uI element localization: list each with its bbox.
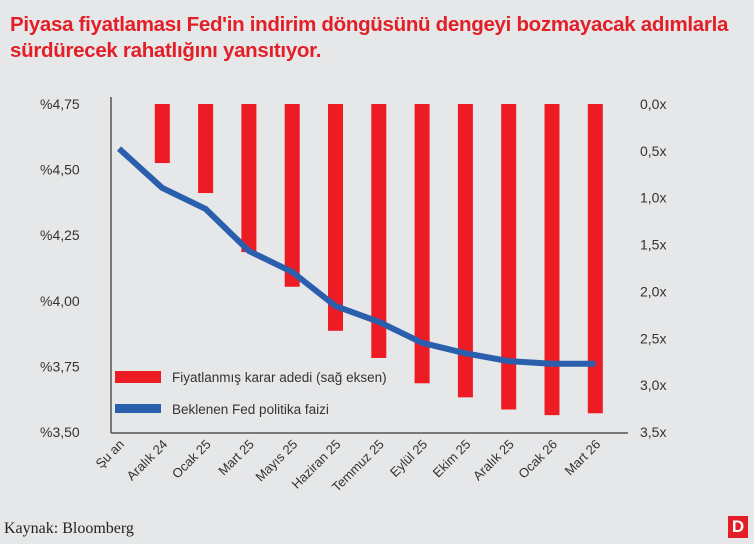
left-tick-label: %4,25 (40, 227, 80, 243)
x-tick-label: Ekim 25 (430, 437, 474, 481)
x-tick-label: Aralık 24 (124, 437, 171, 484)
bar-7 (414, 104, 430, 384)
right-tick-label: 1,0x (640, 190, 666, 206)
bar-11 (587, 104, 603, 414)
bar-5 (328, 104, 343, 331)
right-tick-label: 2,5x (640, 330, 666, 346)
right-tick-label: 3,0x (640, 377, 666, 393)
legend-swatch-line (115, 404, 161, 413)
bar-3 (241, 104, 257, 253)
legend-label-bars: Fiyatlanmış karar adedi (sağ eksen) (172, 370, 387, 385)
x-tick-label: Ocak 25 (169, 437, 214, 482)
left-tick-label: %4,75 (40, 96, 80, 112)
bar-10 (544, 104, 560, 416)
right-tick-label: 3,5x (640, 424, 666, 440)
bar-1 (154, 104, 170, 164)
right-tick-label: 0,5x (640, 143, 666, 159)
source-note: Kaynak: Bloomberg (4, 520, 134, 537)
bar-2 (198, 104, 214, 194)
right-tick-label: 1,5x (640, 237, 666, 253)
x-tick-label: Mart 26 (562, 437, 604, 479)
chart-title: Piyasa fiyatlaması Fed'in indirim döngüs… (10, 13, 729, 62)
legend-swatch-bars (115, 371, 161, 383)
x-tick-label: Şu an (92, 437, 127, 472)
x-tick-label: Eylül 25 (387, 437, 430, 480)
brand-logo: D (728, 516, 748, 538)
bar-6 (371, 104, 387, 358)
right-tick-label: 2,0x (640, 283, 666, 299)
bar-4 (284, 104, 300, 287)
left-tick-label: %3,50 (40, 424, 80, 440)
bar-8 (457, 104, 473, 398)
left-tick-label: %3,75 (40, 358, 80, 374)
right-tick-label: 0,0x (640, 96, 666, 112)
left-tick-label: %4,50 (40, 162, 80, 178)
rate-line (116, 146, 596, 367)
left-tick-label: %4,00 (40, 293, 80, 309)
bar-9 (501, 104, 517, 410)
x-tick-label: Ocak 26 (515, 437, 560, 482)
x-tick-label: Aralık 25 (470, 437, 517, 484)
x-tick-label: Mart 25 (215, 437, 257, 479)
legend-label-line: Beklenen Fed politika faizi (172, 402, 329, 417)
